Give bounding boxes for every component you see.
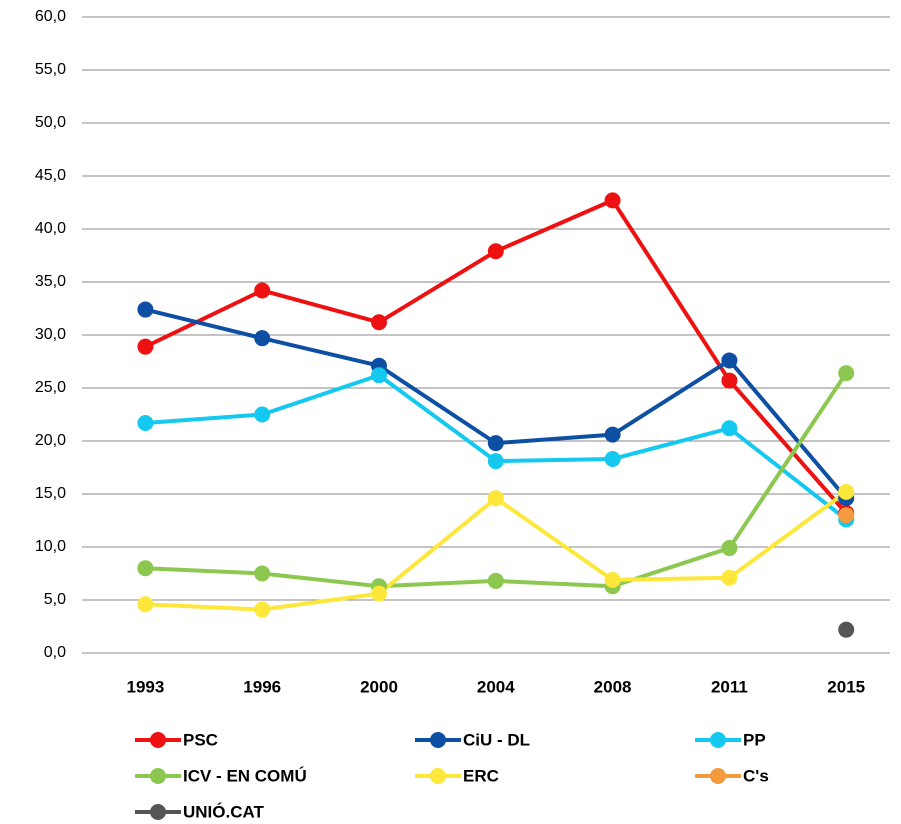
series-line bbox=[145, 372, 848, 589]
y-tick-label: 30,0 bbox=[35, 326, 66, 343]
point bbox=[137, 338, 154, 355]
point bbox=[604, 451, 621, 468]
legend-label: PSC bbox=[183, 730, 218, 749]
point bbox=[137, 414, 154, 431]
point bbox=[604, 571, 621, 588]
point bbox=[487, 453, 504, 470]
series-line bbox=[144, 307, 848, 500]
legend-marker bbox=[150, 768, 166, 784]
y-tick-label: 25,0 bbox=[35, 379, 66, 396]
y-tick-label: 35,0 bbox=[35, 273, 66, 290]
legend-marker bbox=[150, 804, 166, 820]
legend-marker bbox=[430, 732, 446, 748]
x-tick-label: 1993 bbox=[126, 677, 164, 696]
legend-label: CiU - DL bbox=[463, 730, 530, 749]
x-tick-label: 2008 bbox=[594, 677, 632, 696]
point bbox=[254, 330, 271, 347]
point bbox=[721, 352, 738, 369]
legend-marker bbox=[150, 732, 166, 748]
point bbox=[838, 483, 855, 500]
legend-label: ERC bbox=[463, 766, 499, 785]
point bbox=[254, 282, 271, 299]
y-tick-label: 10,0 bbox=[35, 538, 66, 555]
point bbox=[721, 540, 738, 557]
y-tick-label: 60,0 bbox=[35, 8, 66, 25]
x-tick-label: 2011 bbox=[711, 677, 748, 696]
point bbox=[721, 372, 738, 389]
y-tick-label: 0,0 bbox=[44, 644, 66, 661]
point bbox=[371, 367, 387, 384]
legend-marker bbox=[710, 732, 726, 748]
x-tick-label: 2004 bbox=[477, 677, 515, 696]
legend-label: UNIÓ.CAT bbox=[183, 802, 265, 821]
point bbox=[838, 365, 855, 382]
legend-marker bbox=[430, 768, 446, 784]
point bbox=[254, 406, 271, 423]
x-tick-label: 2000 bbox=[360, 677, 398, 696]
legend-marker bbox=[710, 768, 726, 784]
y-tick-label: 20,0 bbox=[35, 432, 66, 449]
point bbox=[254, 565, 271, 582]
point bbox=[604, 192, 621, 209]
point bbox=[838, 621, 855, 638]
point bbox=[838, 507, 855, 524]
point bbox=[487, 490, 504, 507]
legend-label: C's bbox=[743, 766, 769, 785]
y-tick-label: 40,0 bbox=[35, 220, 66, 237]
point bbox=[371, 585, 387, 602]
point bbox=[721, 569, 738, 586]
series-line bbox=[145, 490, 848, 612]
point bbox=[254, 601, 271, 618]
point bbox=[137, 560, 154, 577]
point bbox=[487, 243, 504, 260]
point bbox=[137, 301, 154, 318]
y-tick-label: 5,0 bbox=[44, 591, 66, 608]
y-tick-label: 45,0 bbox=[35, 167, 66, 184]
x-tick-label: 1996 bbox=[243, 677, 281, 696]
legend-label: PP bbox=[743, 730, 766, 749]
point bbox=[487, 572, 504, 589]
point bbox=[137, 596, 154, 613]
point bbox=[604, 426, 621, 443]
legend-label: ICV - EN COMÚ bbox=[183, 766, 307, 785]
y-tick-label: 50,0 bbox=[35, 114, 66, 131]
x-tick-label: 2015 bbox=[827, 677, 865, 696]
y-tick-label: 15,0 bbox=[35, 485, 66, 502]
point bbox=[371, 314, 387, 331]
y-tick-label: 55,0 bbox=[35, 61, 66, 78]
point bbox=[487, 435, 504, 452]
point bbox=[721, 420, 738, 437]
